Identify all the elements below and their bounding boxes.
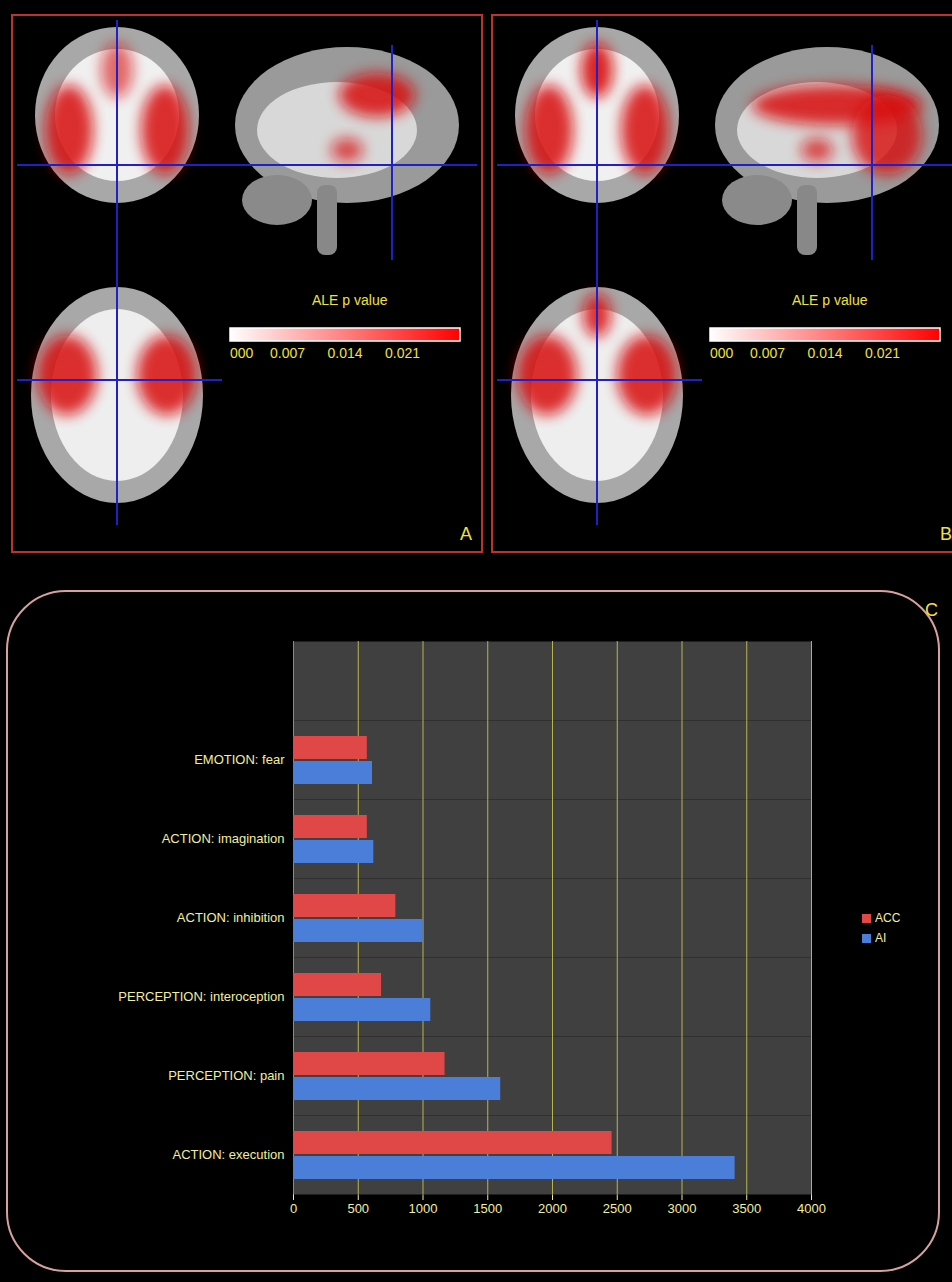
svg-text:000: 000 [710,345,734,361]
svg-text:500: 500 [347,1201,369,1216]
html-text:C: C [925,600,938,620]
svg-text:0.014: 0.014 [327,345,362,361]
svg-text:3000: 3000 [668,1201,697,1216]
svg-text:0: 0 [290,1201,297,1216]
svg-text:2500: 2500 [603,1201,632,1216]
svg-text:0.021: 0.021 [865,345,900,361]
svg-text:A: A [460,524,472,544]
svg-text:ALE p value: ALE p value [312,292,388,308]
svg-text:B: B [940,524,952,544]
svg-text:PERCEPTION: interoception: PERCEPTION: interoception [118,989,284,1004]
svg-text:000: 000 [230,345,254,361]
svg-text:3500: 3500 [732,1201,761,1216]
svg-text:ACTION: imagination: ACTION: imagination [162,831,285,846]
svg-text:ACTION: inhibition: ACTION: inhibition [177,910,285,925]
svg-text:0.021: 0.021 [385,345,420,361]
svg-text:4000: 4000 [797,1201,826,1216]
html-text:AI: AI [875,931,887,945]
svg-text:PERCEPTION: pain: PERCEPTION: pain [168,1068,284,1083]
svg-text:1500: 1500 [473,1201,502,1216]
svg-text:0.007: 0.007 [270,345,305,361]
html-text:ACC: ACC [875,911,901,925]
svg-text:EMOTION: fear: EMOTION: fear [194,752,285,767]
svg-text:ACTION: execution: ACTION: execution [173,1147,285,1162]
svg-text:2000: 2000 [538,1201,567,1216]
svg-text:0.014: 0.014 [807,345,842,361]
svg-text:0.007: 0.007 [750,345,785,361]
svg-text:ALE p value: ALE p value [792,292,868,308]
svg-text:1000: 1000 [409,1201,438,1216]
